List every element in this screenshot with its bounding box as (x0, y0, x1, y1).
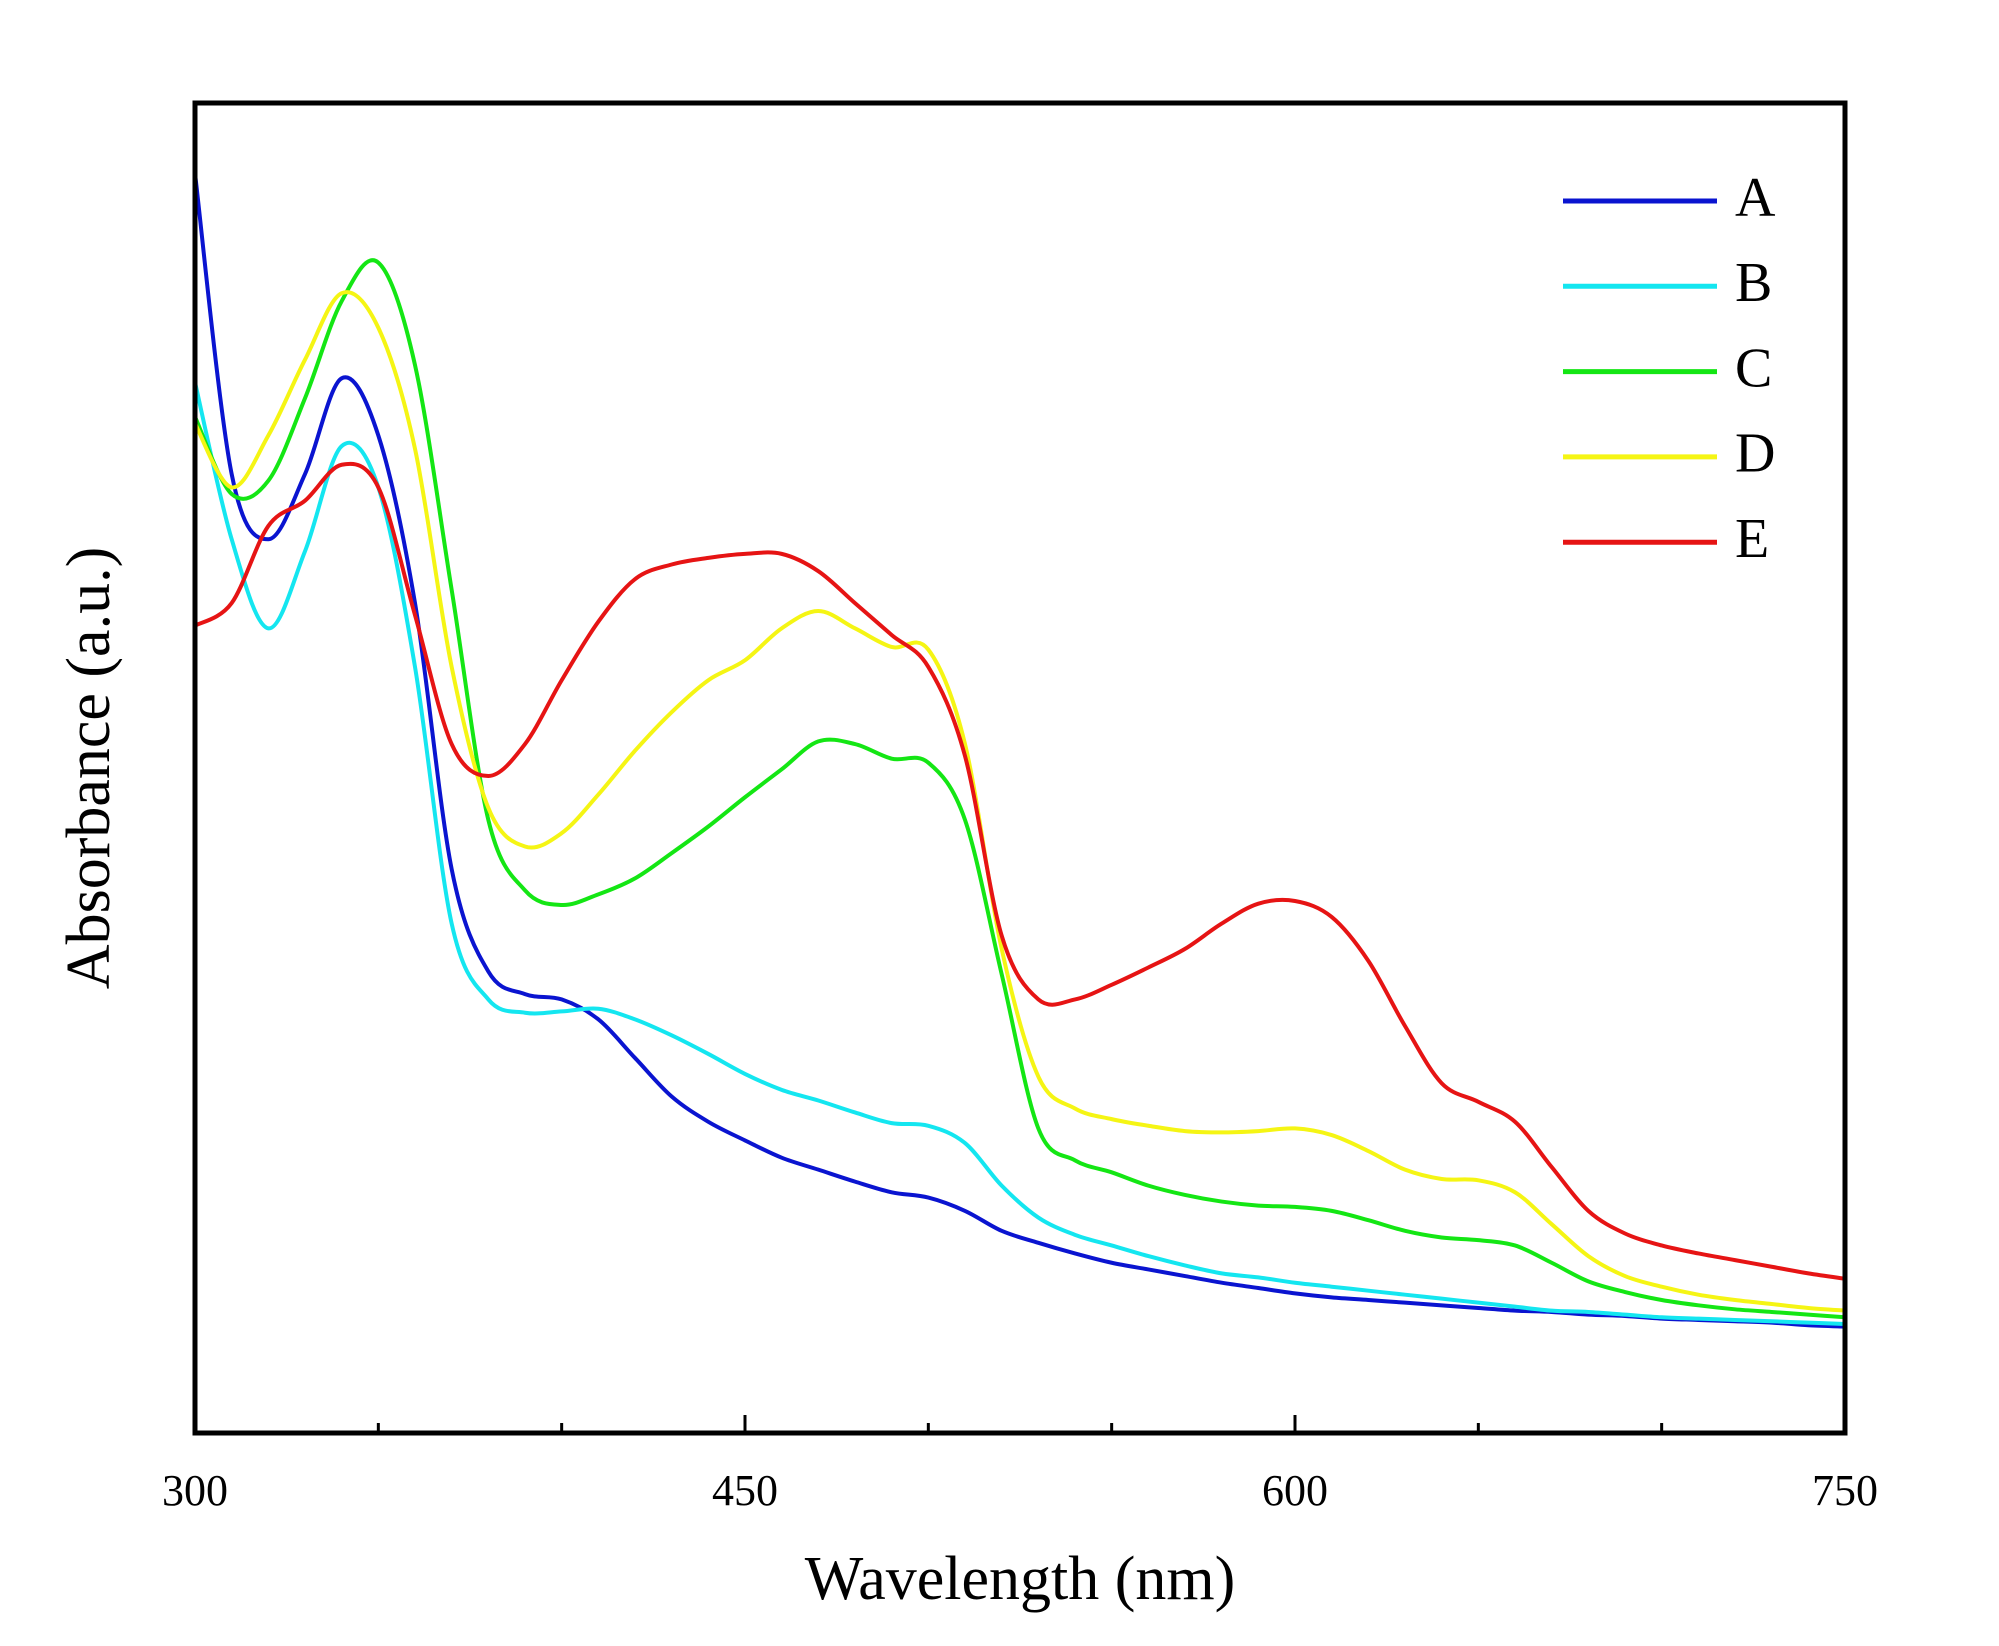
legend-label: E (1735, 508, 1769, 570)
series-line (195, 381, 1845, 1326)
series-line (195, 461, 1845, 1281)
legend-label: B (1735, 252, 1772, 314)
x-tick-label: 450 (712, 1466, 778, 1515)
series-line (195, 258, 1845, 1320)
x-tick-label: 300 (162, 1466, 228, 1515)
x-axis-title: Wavelength (nm) (805, 1545, 1236, 1613)
legend-label: C (1735, 337, 1772, 399)
y-axis-title: Absorbance (a.u.) (55, 547, 123, 989)
legend-label: D (1735, 423, 1775, 485)
legend-label: A (1735, 167, 1776, 229)
series-line (195, 173, 1845, 1329)
x-tick-label: 600 (1262, 1466, 1328, 1515)
plot-frame (192, 100, 1848, 1436)
x-tick-label: 750 (1812, 1466, 1878, 1515)
